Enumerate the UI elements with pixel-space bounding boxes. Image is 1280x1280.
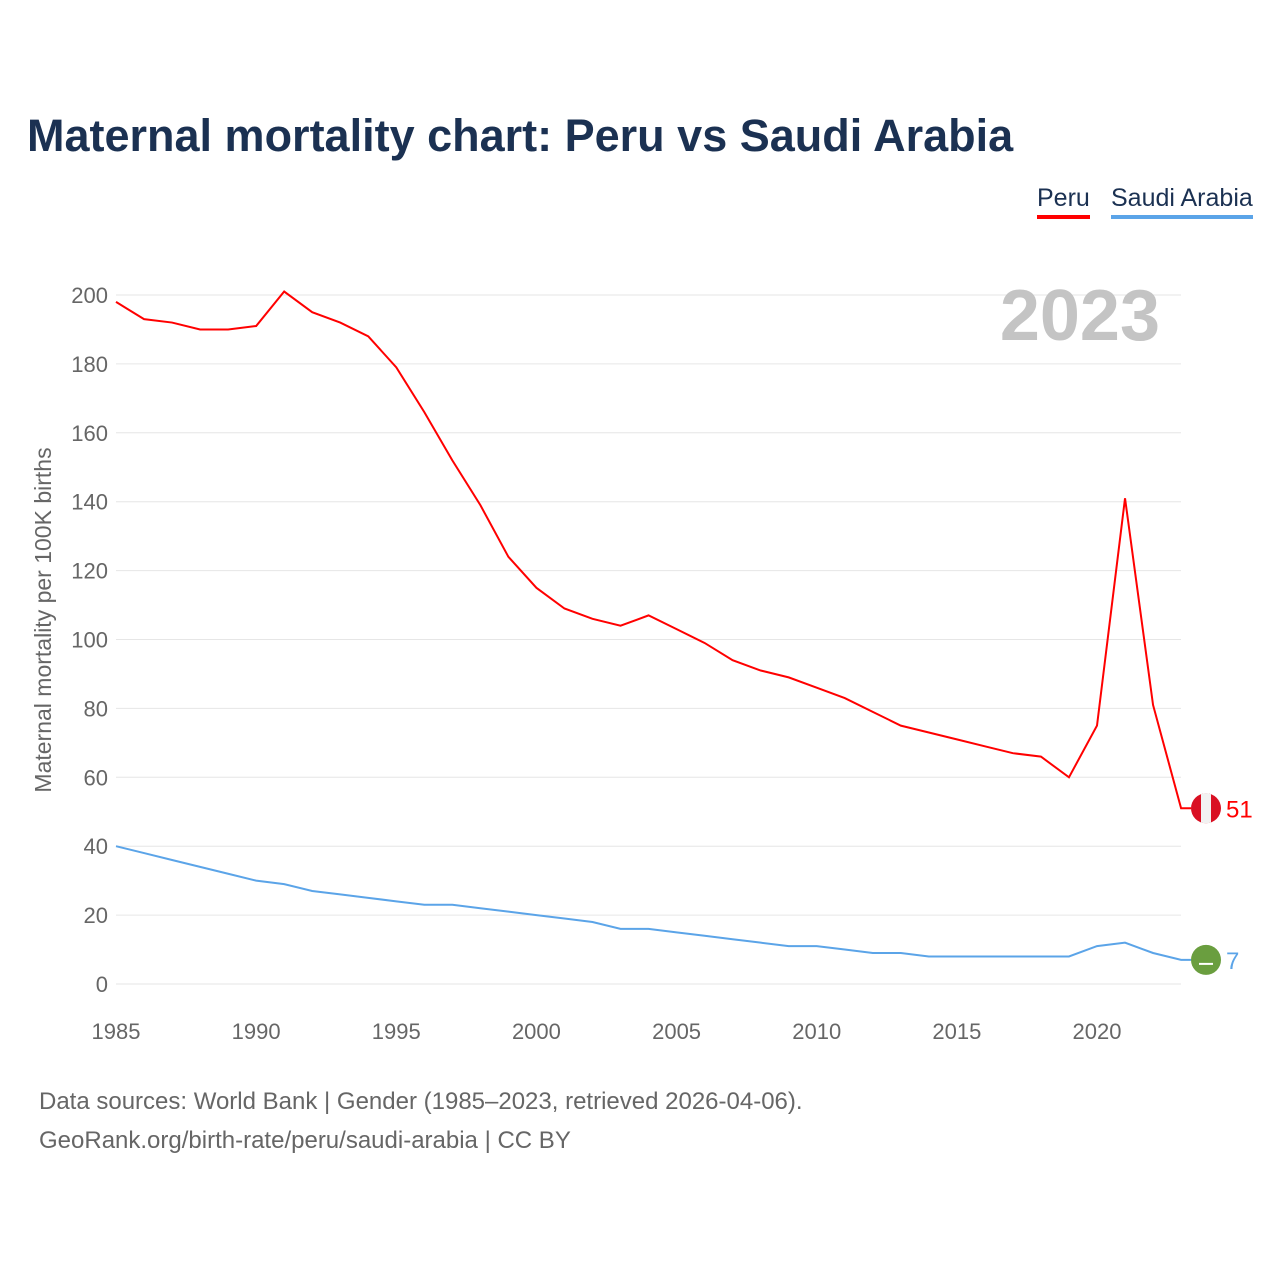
- y-tick-label: 60: [84, 765, 108, 790]
- y-tick-label: 80: [84, 696, 108, 721]
- y-tick-label: 200: [71, 283, 108, 308]
- year-label: 2023: [1000, 276, 1160, 356]
- legend-saudi-arabia[interactable]: Saudi Arabia: [1111, 184, 1253, 219]
- x-tick-label: 2005: [652, 1019, 701, 1044]
- y-tick-label: 100: [71, 628, 108, 653]
- x-tick-label: 1990: [232, 1019, 281, 1044]
- saudi-arabia-flag-icon: [1191, 944, 1221, 975]
- y-axis-label: Maternal mortality per 100K births: [30, 447, 56, 792]
- y-tick-label: 40: [84, 834, 108, 859]
- flag-green: [1191, 944, 1221, 975]
- x-tick-label: 2020: [1073, 1019, 1122, 1044]
- y-tick-label: 120: [71, 559, 108, 584]
- x-tick-label: 2015: [932, 1019, 981, 1044]
- end-value-label: 7: [1226, 948, 1239, 975]
- y-tick-label: 140: [71, 490, 108, 515]
- flag-white: [1201, 793, 1211, 824]
- footer-sources: Data sources: World Bank | Gender (1985–…: [39, 1088, 803, 1115]
- peru-flag-icon: [1191, 793, 1221, 824]
- chart-title: Maternal mortality chart: Peru vs Saudi …: [27, 110, 1014, 161]
- footer-url[interactable]: GeoRank.org/birth-rate/peru/saudi-arabia…: [39, 1127, 571, 1154]
- y-tick-label: 180: [71, 352, 108, 377]
- y-tick-label: 20: [84, 903, 108, 928]
- series-line-peru: [115, 290, 1192, 810]
- end-value-label: 51: [1226, 796, 1253, 823]
- x-tick-label: 2010: [792, 1019, 841, 1044]
- legend-peru[interactable]: Peru: [1037, 184, 1090, 219]
- series-line-saudi-arabia: [115, 845, 1192, 961]
- y-tick-label: 0: [96, 972, 108, 997]
- x-tick-label: 1985: [92, 1019, 141, 1044]
- flag-sword: [1199, 962, 1213, 965]
- x-tick-label: 2000: [512, 1019, 561, 1044]
- y-tick-label: 160: [71, 421, 108, 446]
- x-tick-label: 1995: [372, 1019, 421, 1044]
